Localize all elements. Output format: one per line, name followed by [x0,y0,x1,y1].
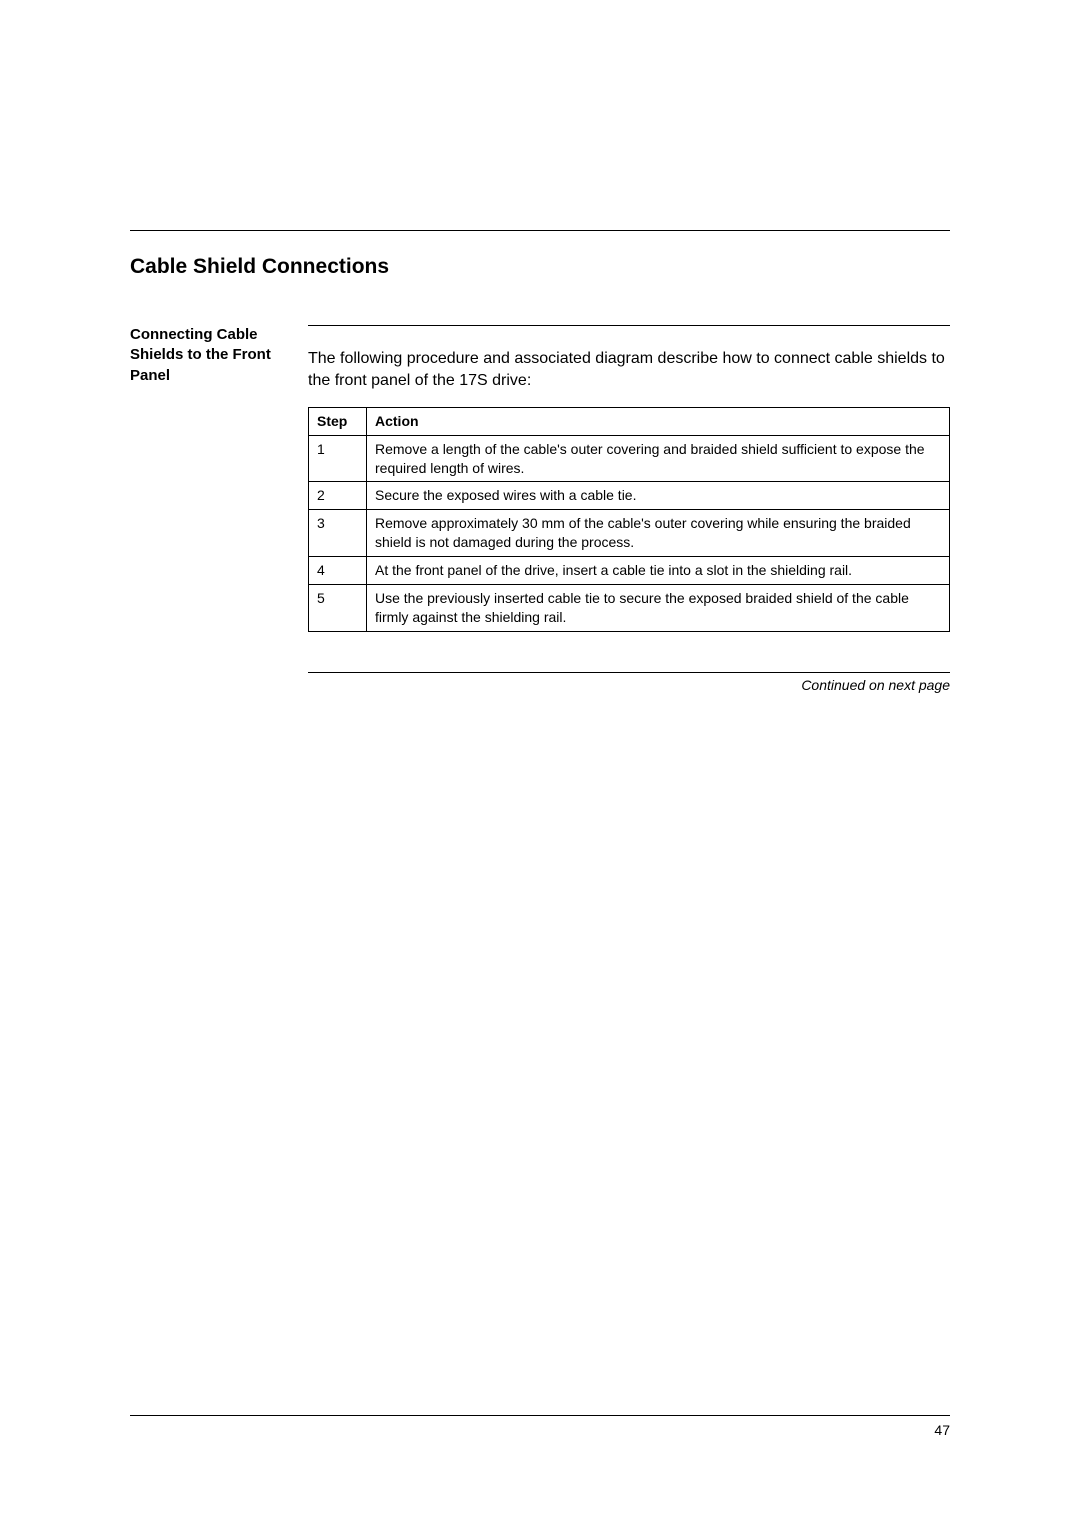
cell-step: 1 [309,435,367,482]
side-heading: Connecting Cable Shields to the Front Pa… [130,325,290,693]
table-row: 2 Secure the exposed wires with a cable … [309,482,950,510]
page-number: 47 [130,1422,950,1438]
table-body: 1 Remove a length of the cable's outer c… [309,435,950,631]
cell-action: Remove approximately 30 mm of the cable'… [367,510,950,557]
table-row: 4 At the front panel of the drive, inser… [309,557,950,585]
table-row: 5 Use the previously inserted cable tie … [309,585,950,632]
table-row: 1 Remove a length of the cable's outer c… [309,435,950,482]
intro-paragraph: The following procedure and associated d… [308,348,950,393]
table-header-row: Step Action [309,407,950,435]
continued-block: Continued on next page [308,672,950,693]
document-page: Cable Shield Connections Connecting Cabl… [0,0,1080,693]
cell-step: 4 [309,557,367,585]
footer-rule [130,1415,950,1416]
content-row: Connecting Cable Shields to the Front Pa… [130,325,950,693]
main-column: The following procedure and associated d… [308,325,950,693]
table-row: 3 Remove approximately 30 mm of the cabl… [309,510,950,557]
cell-action: At the front panel of the drive, insert … [367,557,950,585]
page-footer: 47 [130,1415,950,1438]
continued-text: Continued on next page [308,677,950,693]
section-rule [308,325,950,326]
cell-action: Secure the exposed wires with a cable ti… [367,482,950,510]
cell-action: Remove a length of the cable's outer cov… [367,435,950,482]
procedure-table: Step Action 1 Remove a length of the cab… [308,407,950,632]
col-header-step: Step [309,407,367,435]
cell-step: 2 [309,482,367,510]
continued-rule [308,672,950,673]
cell-step: 5 [309,585,367,632]
cell-action: Use the previously inserted cable tie to… [367,585,950,632]
top-horizontal-rule [130,230,950,231]
col-header-action: Action [367,407,950,435]
cell-step: 3 [309,510,367,557]
page-title: Cable Shield Connections [130,255,950,279]
table-header: Step Action [309,407,950,435]
